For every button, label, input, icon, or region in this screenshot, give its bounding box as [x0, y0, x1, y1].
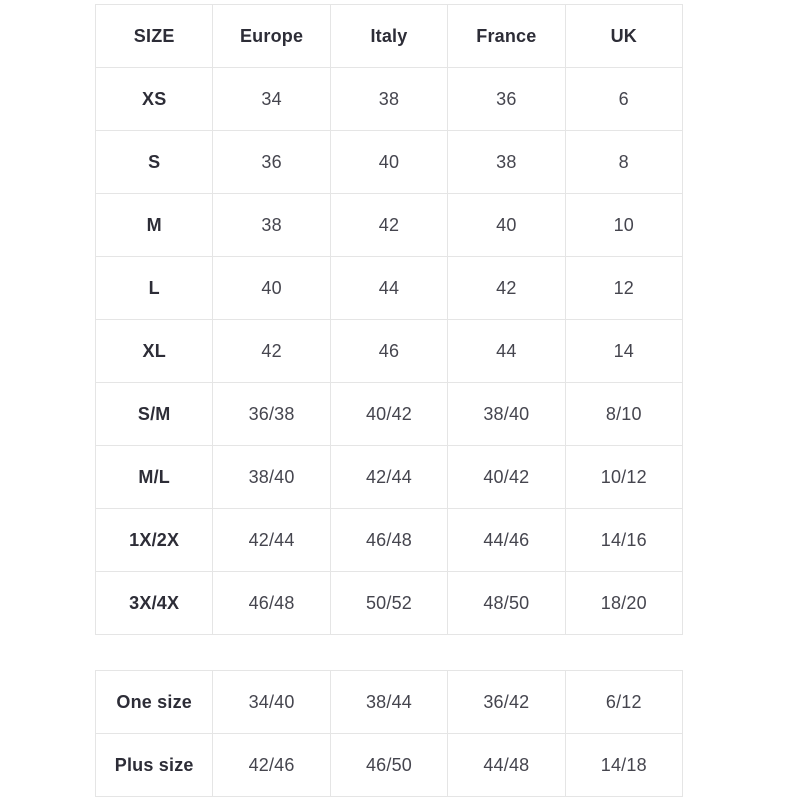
size-cell: 38 [447, 130, 566, 194]
table-row-sm: S/M 36/38 40/42 38/40 8/10 [94, 382, 684, 446]
table-row-s: S 36 40 38 8 [94, 130, 684, 194]
size-cell: 12 [564, 256, 684, 320]
size-cell: 38/40 [447, 382, 566, 446]
size-cell: 38/40 [212, 445, 331, 509]
table-row-3x4x: 3X/4X 46/48 50/52 48/50 18/20 [94, 571, 684, 635]
size-cell: 42 [212, 319, 331, 383]
size-cell: 48/50 [447, 571, 566, 635]
size-cell: 40/42 [329, 382, 449, 446]
size-cell: 14/16 [564, 508, 684, 572]
size-cell: 14 [564, 319, 684, 383]
size-cell: 46 [329, 319, 449, 383]
size-cell: 36/38 [212, 382, 331, 446]
size-cell: 44/46 [447, 508, 566, 572]
table-row-xs: XS 34 38 36 6 [94, 67, 684, 131]
size-cell: 42/44 [329, 445, 449, 509]
table-row-xl: XL 42 46 44 14 [94, 319, 684, 383]
size-cell: 38 [329, 67, 449, 131]
size-cell: 8/10 [564, 382, 684, 446]
row-label: M [94, 193, 214, 257]
size-cell: 50/52 [329, 571, 449, 635]
size-cell: 46/48 [212, 571, 331, 635]
size-cell: 46/48 [329, 508, 449, 572]
row-label: Plus size [94, 733, 214, 797]
special-sizes-table: One size 34/40 38/44 36/42 6/12 Plus siz… [94, 670, 684, 797]
size-cell: 40 [329, 130, 449, 194]
size-cell: 44/48 [447, 733, 566, 797]
size-cell: 38/44 [329, 670, 449, 734]
size-cell: 14/18 [564, 733, 684, 797]
size-cell: 40 [447, 193, 566, 257]
row-label: One size [94, 670, 214, 734]
size-cell: 40 [212, 256, 331, 320]
size-cell: 36 [212, 130, 331, 194]
size-cell: 34 [212, 67, 331, 131]
size-cell: 18/20 [564, 571, 684, 635]
row-label: XS [94, 67, 214, 131]
size-cell: 42/44 [212, 508, 331, 572]
row-label: M/L [94, 445, 214, 509]
size-cell: 46/50 [329, 733, 449, 797]
header-row: SIZE Europe Italy France UK [94, 4, 684, 68]
table-row-1x2x: 1X/2X 42/44 46/48 44/46 14/16 [94, 508, 684, 572]
size-cell: 36 [447, 67, 566, 131]
table-row-ml: M/L 38/40 42/44 40/42 10/12 [94, 445, 684, 509]
size-cell: 44 [447, 319, 566, 383]
size-cell: 38 [212, 193, 331, 257]
row-label: S [94, 130, 214, 194]
table-gap [95, 635, 800, 670]
table-row-l: L 40 44 42 12 [94, 256, 684, 320]
size-cell: 10/12 [564, 445, 684, 509]
table-row-one-size: One size 34/40 38/44 36/42 6/12 [94, 670, 684, 734]
table-row-m: M 38 42 40 10 [94, 193, 684, 257]
size-cell: 34/40 [212, 670, 331, 734]
size-cell: 8 [564, 130, 684, 194]
size-conversion-table: SIZE Europe Italy France UK XS 34 38 36 … [94, 4, 684, 635]
row-label: L [94, 256, 214, 320]
row-label: XL [94, 319, 214, 383]
size-cell: 42 [329, 193, 449, 257]
size-cell: 10 [564, 193, 684, 257]
column-header-uk: UK [564, 4, 684, 68]
size-cell: 40/42 [447, 445, 566, 509]
size-cell: 42/46 [212, 733, 331, 797]
row-label: 3X/4X [94, 571, 214, 635]
row-label: 1X/2X [94, 508, 214, 572]
column-header-france: France [447, 4, 566, 68]
column-header-italy: Italy [329, 4, 449, 68]
column-header-size: SIZE [94, 4, 214, 68]
size-cell: 44 [329, 256, 449, 320]
size-cell: 36/42 [447, 670, 566, 734]
size-cell: 6/12 [564, 670, 684, 734]
size-cell: 6 [564, 67, 684, 131]
row-label: S/M [94, 382, 214, 446]
size-cell: 42 [447, 256, 566, 320]
column-header-europe: Europe [212, 4, 331, 68]
table-row-plus-size: Plus size 42/46 46/50 44/48 14/18 [94, 733, 684, 797]
